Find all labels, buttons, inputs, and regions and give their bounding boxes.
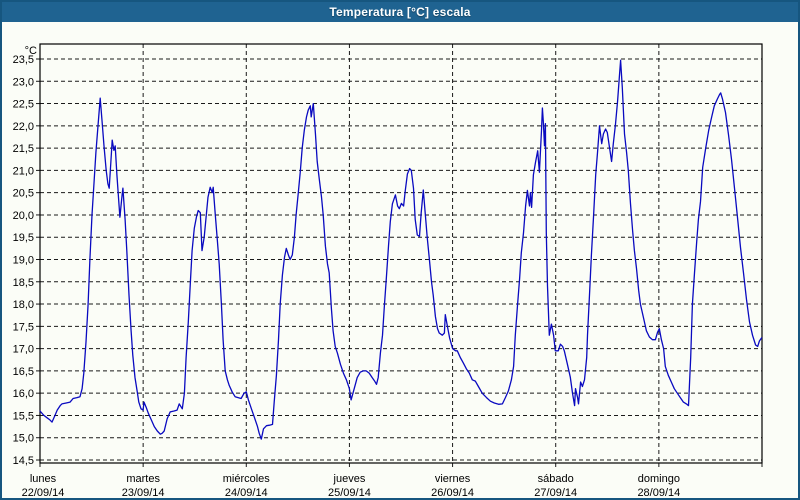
- day-date-label: 24/09/14: [225, 487, 268, 499]
- day-name-label: domingo: [638, 473, 680, 485]
- title-bar: Temperatura [°C] escala: [2, 2, 798, 22]
- y-tick-label: 16,0: [13, 388, 34, 400]
- y-tick-label: 22,0: [13, 121, 34, 133]
- y-tick-label: 23,0: [13, 76, 34, 88]
- y-tick-label: 15,5: [13, 410, 34, 422]
- day-date-label: 25/09/14: [328, 487, 371, 499]
- y-tick-label: 19,5: [13, 232, 34, 244]
- day-name-label: viernes: [435, 473, 471, 485]
- day-name-label: miércoles: [223, 473, 271, 485]
- y-tick-label: 21,0: [13, 165, 34, 177]
- y-tick-label: 17,5: [13, 321, 34, 333]
- y-tick-label: 14,5: [13, 455, 34, 467]
- day-date-label: 23/09/14: [122, 487, 165, 499]
- temperature-chart: 23,5 23,0 22,5 22,0 21,5 21,0 20,5 20,0 19,5 19,0…: [13, 43, 763, 499]
- y-tick-label: 23,5: [13, 54, 34, 66]
- temperature-line: [39, 59, 763, 440]
- day-name-label: lunes: [30, 473, 57, 485]
- y-tick-label: 21,5: [13, 143, 34, 155]
- day-name-label: jueves: [333, 473, 366, 485]
- y-tick-label: 19,0: [13, 255, 34, 267]
- day-date-label: 26/09/14: [431, 487, 474, 499]
- y-tick-label: 16,5: [13, 366, 34, 378]
- y-tick-label: 18,0: [13, 299, 34, 311]
- day-date-label: 28/09/14: [637, 487, 680, 499]
- plot-border: [39, 43, 763, 464]
- y-tick-label: 20,0: [13, 210, 34, 222]
- day-name-label: sábado: [538, 473, 574, 485]
- day-name-label: martes: [126, 473, 160, 485]
- y-tick-label: 22,5: [13, 99, 34, 111]
- y-tick-label: 15,0: [13, 433, 34, 445]
- day-date-label: 27/09/14: [534, 487, 577, 499]
- window-title: Temperatura [°C] escala: [329, 5, 471, 19]
- y-tick-label: 18,5: [13, 277, 34, 289]
- y-tick-label: 17,0: [13, 344, 34, 356]
- y-axis-unit-label: °C: [25, 45, 37, 57]
- day-date-label: 22/09/14: [22, 487, 65, 499]
- y-tick-label: 20,5: [13, 188, 34, 200]
